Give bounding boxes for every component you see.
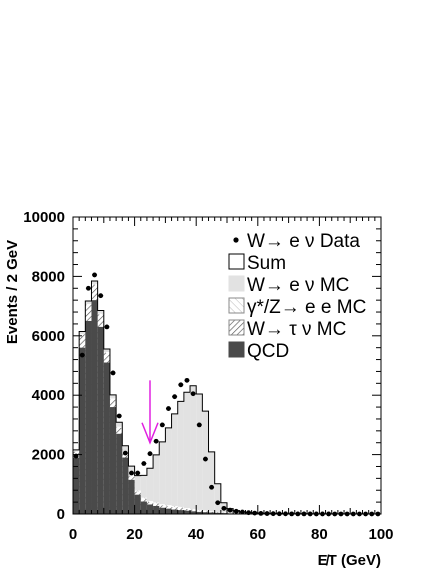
legend-swatch	[228, 275, 245, 292]
y-tick-label: 0	[57, 506, 65, 523]
hist-bar	[214, 483, 221, 514]
data-point	[209, 484, 215, 490]
data-point	[104, 324, 110, 330]
legend-swatch	[228, 253, 245, 270]
hist-bar	[165, 427, 172, 514]
data-point	[110, 370, 116, 376]
hist-bar	[140, 501, 147, 514]
hist-bar	[153, 505, 160, 514]
data-point	[233, 508, 239, 514]
data-point	[215, 500, 221, 506]
data-point	[227, 507, 233, 513]
hist-bar	[190, 385, 197, 514]
x-axis-title: E̸T (GeV)	[318, 552, 381, 569]
data-point	[147, 451, 153, 457]
hist-bar	[122, 457, 129, 514]
hist-bar	[190, 511, 197, 514]
legend-label: QCD	[247, 341, 289, 362]
hist-bar	[183, 392, 191, 514]
data-point	[122, 450, 128, 456]
x-tick-label: 100	[368, 526, 393, 543]
hist-bar	[91, 300, 98, 514]
hist-bar	[177, 510, 184, 514]
data-point	[98, 293, 104, 299]
hist-bar	[171, 413, 178, 514]
legend-marker-data	[233, 237, 239, 243]
data-point	[252, 510, 258, 516]
legend-label: W→ e ν MC	[247, 275, 349, 296]
legend-swatch	[228, 319, 245, 336]
x-tick-label: 20	[126, 526, 143, 543]
legend-label: γ*/Z→ e e MC	[247, 297, 366, 318]
hist-bar	[196, 511, 203, 514]
data-point	[221, 505, 227, 511]
hist-bar	[165, 508, 172, 514]
hist-bar	[97, 326, 104, 514]
data-point	[184, 377, 190, 383]
data-point	[196, 422, 202, 428]
hist-bar	[146, 468, 154, 514]
hist-bar	[153, 454, 160, 514]
data-point	[92, 272, 97, 278]
x-tick-label: 40	[188, 526, 205, 543]
data-point	[129, 470, 134, 476]
data-point	[190, 391, 196, 397]
data-point	[258, 511, 264, 516]
legend-label: W→ τ ν MC	[247, 319, 346, 340]
hist-bar	[79, 347, 86, 514]
y-tick-label: 4000	[32, 387, 65, 404]
y-tick-label: 8000	[32, 268, 65, 285]
hist-bar	[202, 411, 209, 514]
hist-bar	[208, 512, 215, 514]
hist-bar	[134, 494, 141, 514]
hist-bar	[116, 433, 123, 514]
data-point	[172, 394, 178, 400]
data-point	[79, 352, 85, 358]
hist-bar	[183, 510, 191, 514]
hist-bar	[177, 401, 184, 514]
data-point	[86, 285, 91, 291]
hist-bar	[140, 475, 147, 514]
data-point	[153, 438, 159, 444]
legend-label: W→ e ν Data	[247, 231, 360, 252]
y-tick-label: 2000	[32, 447, 65, 464]
hist-bar	[146, 504, 154, 514]
legend-swatch	[228, 297, 245, 314]
legend-swatch	[228, 341, 245, 358]
axes: 0 20 40 60 80 100 0 2000 4000 6000 8000 10000Events…	[4, 209, 394, 569]
data-point	[135, 470, 141, 476]
hist-bar	[214, 512, 221, 514]
legend-label: Sum	[247, 253, 286, 274]
data-point	[203, 456, 208, 462]
y-tick-label: 6000	[32, 328, 65, 345]
data-point	[141, 461, 147, 466]
data-point	[178, 382, 184, 388]
x-tick-label: 80	[311, 526, 328, 543]
y-axis-title: Events / 2 GeV	[4, 240, 21, 344]
data-point	[159, 422, 165, 428]
x-tick-label: 0	[69, 526, 77, 543]
data-point	[166, 406, 171, 411]
data-point	[240, 509, 245, 515]
cut-arrow-head	[141, 422, 159, 445]
hist-bar	[202, 512, 209, 514]
hist-bar	[171, 509, 178, 514]
y-tick-label: 10000	[23, 209, 65, 226]
hist-bar	[85, 320, 92, 514]
hist-bar	[196, 394, 203, 514]
hist-bar	[208, 451, 215, 514]
hist-bar	[103, 362, 110, 514]
data-point	[116, 413, 122, 419]
hist-bar	[109, 407, 117, 514]
hist-bar	[128, 479, 135, 514]
hist-bar	[159, 507, 166, 514]
hist-bar	[159, 441, 166, 514]
hist-bar	[73, 457, 80, 514]
x-tick-label: 60	[249, 526, 266, 543]
